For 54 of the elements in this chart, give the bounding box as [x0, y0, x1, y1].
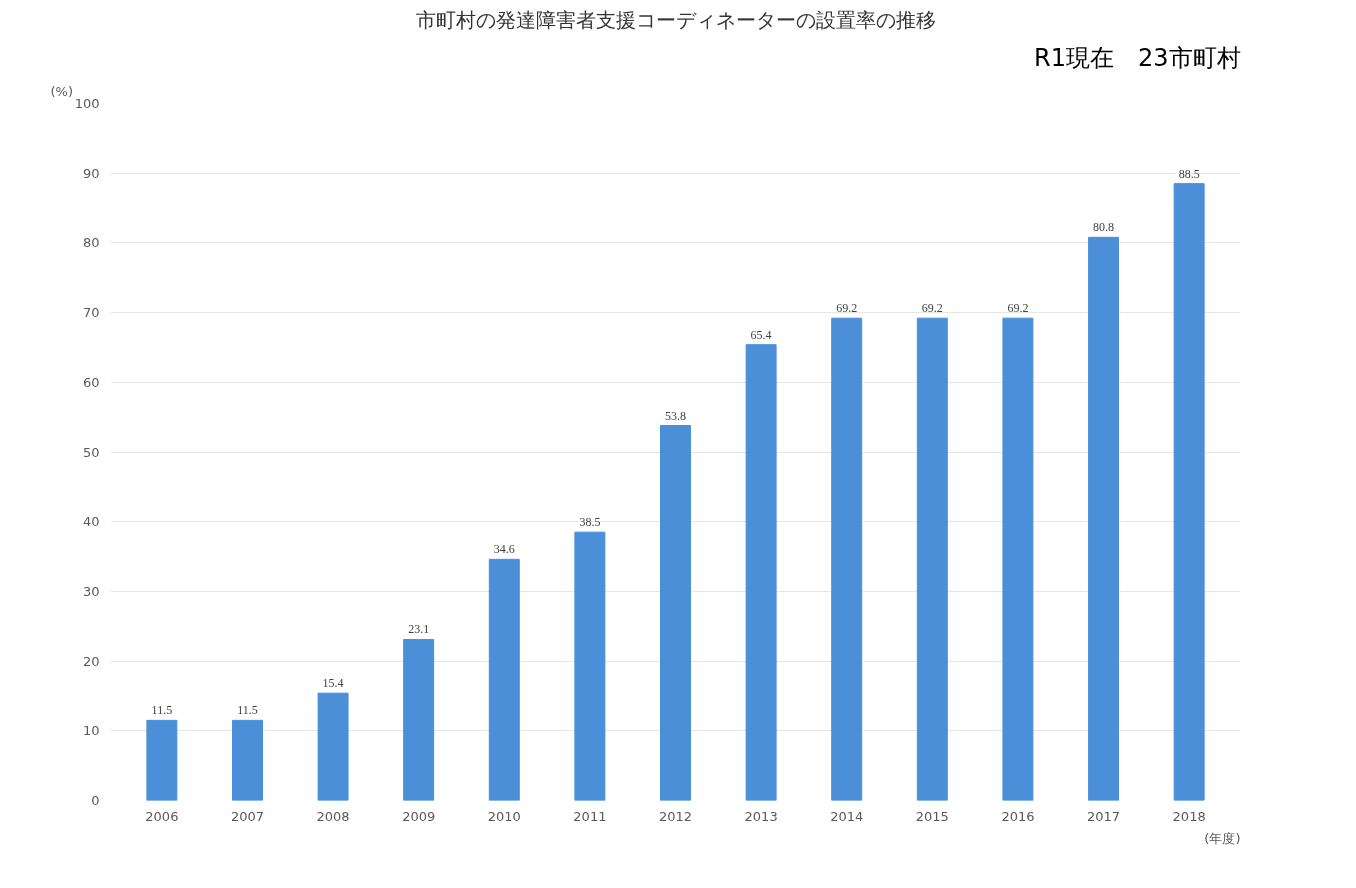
y-tick-label: 80 [82, 235, 100, 251]
data-label: 23.1 [408, 622, 430, 637]
x-tick-label: 2012 [658, 808, 693, 824]
x-axis-title: (年度) [1204, 830, 1241, 846]
bar [1173, 183, 1205, 801]
bar [146, 719, 178, 801]
x-tick-label: 2016 [1001, 808, 1035, 824]
data-label: 69.2 [921, 301, 943, 316]
bar [231, 719, 263, 801]
bar [1088, 236, 1120, 801]
y-tick-label: 70 [82, 305, 100, 321]
y-tick-label: 100 [74, 96, 100, 111]
text: R1現在 23市町村 [1034, 43, 1241, 72]
y-tick-label: 40 [82, 514, 100, 530]
data-label: 69.2 [1007, 301, 1029, 316]
x-tick-label: 2014 [830, 808, 864, 824]
bar [660, 425, 691, 801]
y-tick-label: 20 [82, 653, 100, 669]
y-tick-label: 60 [82, 374, 100, 390]
data-label: 34.6 [493, 542, 515, 557]
x-tick-label: 2015 [915, 808, 949, 824]
data-label: 11.5 [151, 703, 173, 718]
bar [831, 317, 863, 801]
bar [745, 344, 777, 801]
y-tick-label: 90 [82, 165, 100, 181]
data-label: 38.5 [579, 515, 601, 530]
x-tick-label: 2010 [487, 808, 521, 824]
x-tick-label: 2009 [402, 808, 436, 824]
x-tick-label: 2006 [145, 808, 179, 824]
data-label: 80.8 [1093, 220, 1115, 235]
x-tick-label: 2013 [744, 808, 778, 824]
data-label: 11.5 [237, 703, 258, 718]
y-tick-label: 30 [82, 583, 100, 599]
data-label: 88.5 [1178, 166, 1200, 181]
y-tick-label: 10 [82, 723, 100, 739]
bar [574, 531, 606, 801]
y-tick-label: 0 [91, 793, 100, 808]
y-tick-label: 50 [82, 444, 100, 460]
data-label: 65.4 [750, 327, 772, 342]
bar [488, 558, 520, 801]
x-tick-label: 2007 [230, 808, 265, 824]
data-label: 53.8 [665, 408, 686, 423]
data-label: 69.2 [836, 301, 858, 316]
x-tick-label: 2018 [1172, 808, 1206, 824]
bar [403, 638, 435, 801]
x-tick-label: 2017 [1086, 808, 1121, 824]
bar [1002, 317, 1034, 801]
y-axis-title: (%) [50, 83, 73, 99]
chart-title: 市町村の発達障害者支援コーディネーターの設置率の推移 [415, 7, 936, 32]
bar [317, 692, 349, 801]
data-label: 15.4 [322, 676, 344, 691]
bar [916, 317, 948, 801]
x-tick-label: 2011 [573, 808, 607, 824]
x-tick-label: 2008 [316, 808, 350, 824]
